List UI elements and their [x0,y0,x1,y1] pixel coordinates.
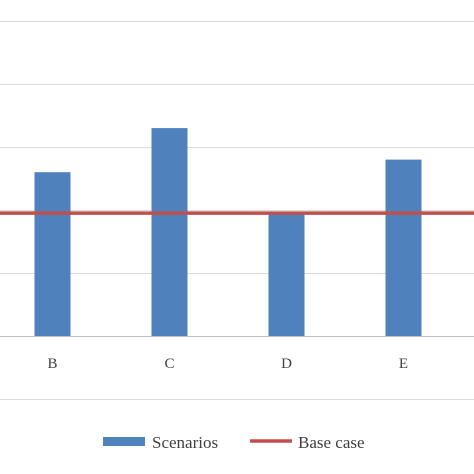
legend-scenarios-label: Scenarios [152,433,218,452]
x-tick-labels: B C D E [47,356,408,372]
legend-base-case-label: Base case [298,433,365,452]
x-tick-label: B [47,356,57,372]
x-tick-label: E [399,356,408,372]
x-tick-label: C [164,356,174,372]
bar-e [385,159,422,336]
bar-c [151,128,188,336]
bar-d [268,213,305,336]
bars [34,128,422,336]
x-tick-label: D [281,356,292,372]
legend: Scenarios Base case [103,433,365,452]
legend-scenarios-swatch [103,437,145,446]
bar-b [34,172,71,336]
